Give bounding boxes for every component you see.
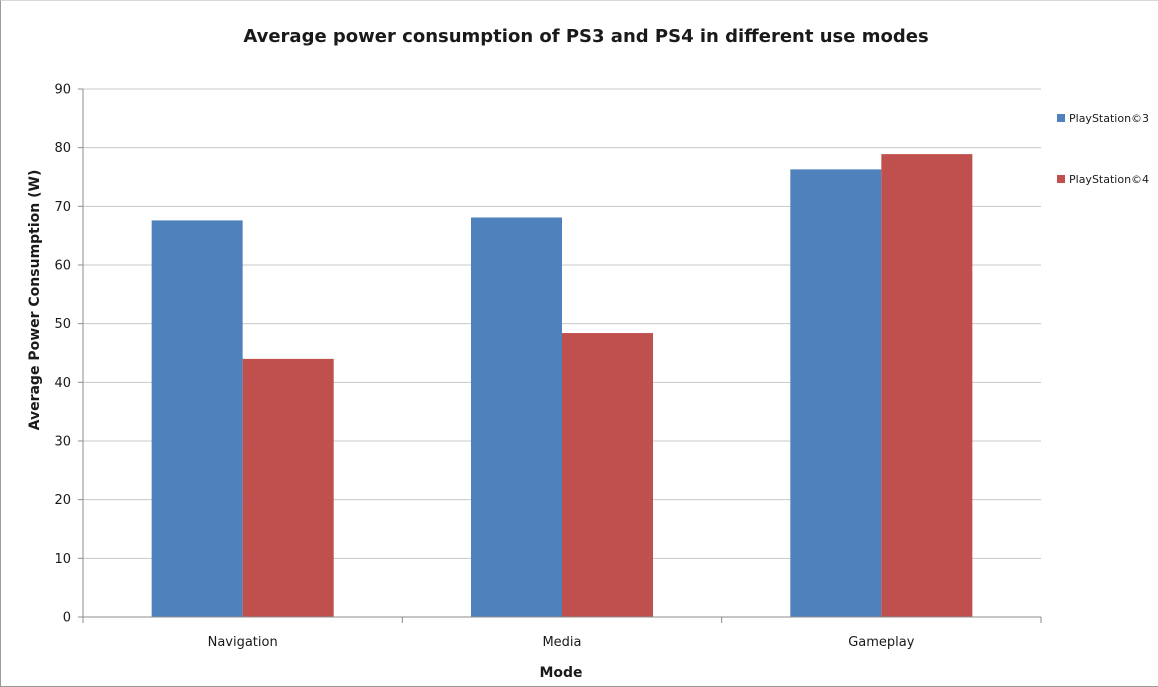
bar-media-series-1 (470, 217, 562, 618)
y-tick-label: 80 (54, 141, 71, 156)
bar-navigation-series-2 (242, 358, 334, 617)
axes: 0 10 20 30 40 50 60 70 80 90 Navigation Media Gamepl… (54, 83, 1042, 650)
x-axis-title: Mode (539, 665, 582, 681)
bar-gameplay-series-1 (790, 169, 882, 617)
chart-title: Average power consumption of PS3 and PS4… (243, 26, 928, 47)
legend-label: PlayStation©4 (1069, 173, 1149, 186)
bar-gameplay-series-2 (881, 154, 973, 617)
legend-swatch (1057, 175, 1065, 183)
legend: PlayStation©3 PlayStation©4 (1057, 112, 1149, 186)
bar-media-series-2 (562, 333, 654, 617)
y-tick-label: 40 (54, 376, 71, 391)
x-tick-label: Gameplay (848, 635, 915, 650)
y-tick-label: 90 (54, 83, 71, 98)
bar-navigation-series-1 (151, 220, 243, 617)
y-tick-label: 70 (54, 200, 71, 215)
x-tick-label: Navigation (208, 635, 278, 650)
y-tick-label: 0 (63, 611, 71, 626)
legend-swatch (1057, 114, 1065, 122)
y-tick-label: 60 (54, 259, 71, 274)
y-tick-label: 30 (54, 435, 71, 450)
legend-label: PlayStation©3 (1069, 112, 1149, 125)
bars (151, 154, 973, 618)
x-tick-label: Media (542, 635, 581, 650)
y-tick-label: 50 (54, 317, 71, 332)
y-axis-title: Average Power Consumption (W) (27, 170, 43, 431)
y-tick-label: 20 (54, 493, 71, 508)
y-tick-label: 10 (54, 552, 71, 567)
